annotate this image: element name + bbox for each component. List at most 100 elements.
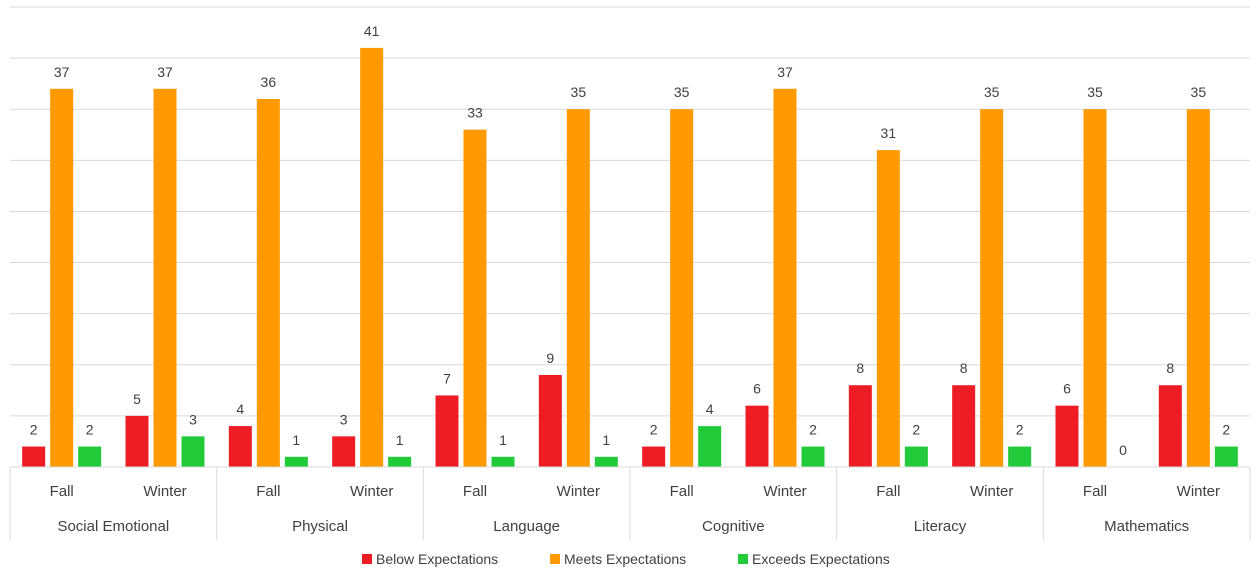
legend: Below Expectations Meets Expectations Exce… [362,551,890,567]
bar-exceeds-expectations-language-winter [594,456,618,467]
tick-label-language-winter: Winter [557,483,600,500]
data-label-exceeds-expectations-social-emotional-winter: 3 [189,411,197,427]
data-label-below-expectations-physical-winter: 3 [340,411,348,427]
bar-meets-expectations-physical-fall [256,99,280,467]
data-label-below-expectations-cognitive-fall: 2 [650,422,658,438]
data-label-below-expectations-social-emotional-fall: 2 [30,422,38,438]
data-label-exceeds-expectations-cognitive-fall: 4 [706,401,714,417]
bar-exceeds-expectations-physical-winter [388,456,412,467]
bar-exceeds-expectations-language-fall [491,456,515,467]
group-label-social-emotional: Social Emotional [57,518,169,535]
bar-meets-expectations-literacy-fall [876,150,900,467]
bar-meets-expectations-physical-winter [360,47,384,468]
data-label-exceeds-expectations-physical-winter: 1 [396,432,404,448]
group-label-mathematics: Mathematics [1104,518,1189,535]
bar-below-expectations-language-winter [538,375,562,467]
data-label-below-expectations-literacy-fall: 8 [856,360,864,376]
tick-label-cognitive-fall: Fall [670,483,694,500]
bar-below-expectations-mathematics-winter [1158,385,1182,467]
legend-swatch-below-expectations [362,554,372,564]
data-label-below-expectations-mathematics-winter: 8 [1166,360,1174,376]
data-label-meets-expectations-language-winter: 35 [571,84,587,100]
tick-label-social-emotional-fall: Fall [50,483,74,500]
tick-label-physical-winter: Winter [350,483,393,500]
data-label-exceeds-expectations-language-winter: 1 [602,432,610,448]
gridlines [10,6,1250,417]
bar-meets-expectations-social-emotional-winter [153,88,177,468]
data-label-exceeds-expectations-mathematics-winter: 2 [1222,422,1230,438]
bar-below-expectations-cognitive-fall [642,446,666,467]
tick-label-literacy-winter: Winter [970,483,1013,500]
data-label-exceeds-expectations-physical-fall: 1 [292,432,300,448]
tick-label-mathematics-winter: Winter [1177,483,1220,500]
tick-label-physical-fall: Fall [256,483,280,500]
bar-exceeds-expectations-mathematics-winter [1214,446,1238,467]
bar-exceeds-expectations-cognitive-fall [698,426,722,467]
data-label-meets-expectations-physical-winter: 41 [364,23,380,39]
legend-label-meets-expectations: Meets Expectations [564,551,686,567]
legend-swatch-meets-expectations [550,554,560,564]
bar-meets-expectations-literacy-winter [980,109,1004,467]
bar-exceeds-expectations-literacy-fall [904,446,928,467]
tick-label-literacy-fall: Fall [876,483,900,500]
bar-below-expectations-literacy-fall [848,385,872,467]
bar-exceeds-expectations-social-emotional-winter [181,436,205,467]
tick-label-mathematics-fall: Fall [1083,483,1107,500]
group-label-physical: Physical [292,518,348,535]
bar-exceeds-expectations-physical-fall [284,456,308,467]
data-label-exceeds-expectations-literacy-winter: 2 [1016,422,1024,438]
data-label-meets-expectations-physical-fall: 36 [261,74,277,90]
bar-meets-expectations-mathematics-winter [1186,109,1210,467]
bar-below-expectations-literacy-winter [952,385,976,467]
data-label-meets-expectations-cognitive-winter: 37 [777,64,793,80]
data-label-exceeds-expectations-literacy-fall: 2 [912,422,920,438]
bar-meets-expectations-mathematics-fall [1083,109,1107,467]
value-labels: 2 37 2 5 37 3 4 36 1 3 41 1 7 33 1 9 35 1 2 35 4 6 37 2 8 31 2 8 35 2… [30,23,1231,458]
bar-below-expectations-social-emotional-fall [22,446,46,467]
group-label-cognitive: Cognitive [702,518,765,535]
data-label-below-expectations-literacy-winter: 8 [960,360,968,376]
bars [22,47,1238,468]
data-label-below-expectations-physical-fall: 4 [236,401,244,417]
data-label-meets-expectations-social-emotional-fall: 37 [54,64,70,80]
legend-label-exceeds-expectations: Exceeds Expectations [752,551,890,567]
tick-label-language-fall: Fall [463,483,487,500]
bar-exceeds-expectations-cognitive-winter [801,446,825,467]
bar-meets-expectations-language-winter [566,109,590,467]
bar-below-expectations-language-fall [435,395,459,467]
data-label-meets-expectations-literacy-winter: 35 [984,84,1000,100]
data-label-meets-expectations-cognitive-fall: 35 [674,84,690,100]
legend-label-below-expectations: Below Expectations [376,551,498,567]
legend-swatch-exceeds-expectations [738,554,748,564]
data-label-meets-expectations-literacy-fall: 31 [881,125,897,141]
bar-meets-expectations-language-fall [463,129,487,467]
bar-below-expectations-physical-winter [332,436,356,467]
data-label-below-expectations-social-emotional-winter: 5 [133,391,141,407]
data-label-exceeds-expectations-cognitive-winter: 2 [809,422,817,438]
data-label-meets-expectations-language-fall: 33 [467,105,483,121]
data-label-meets-expectations-mathematics-winter: 35 [1191,84,1207,100]
data-label-below-expectations-mathematics-fall: 6 [1063,381,1071,397]
data-label-exceeds-expectations-language-fall: 1 [499,432,507,448]
data-label-meets-expectations-mathematics-fall: 35 [1087,84,1103,100]
bar-exceeds-expectations-social-emotional-fall [78,446,102,467]
bar-below-expectations-social-emotional-winter [125,415,149,467]
group-label-literacy: Literacy [914,518,967,535]
bar-exceeds-expectations-literacy-winter [1008,446,1032,467]
data-label-exceeds-expectations-social-emotional-fall: 2 [86,422,94,438]
data-label-exceeds-expectations-mathematics-fall: 0 [1119,442,1127,458]
group-label-language: Language [493,518,560,535]
data-label-below-expectations-cognitive-winter: 6 [753,381,761,397]
bar-meets-expectations-cognitive-fall [670,109,694,467]
bar-meets-expectations-social-emotional-fall [50,88,74,468]
tick-label-social-emotional-winter: Winter [143,483,186,500]
data-label-meets-expectations-social-emotional-winter: 37 [157,64,173,80]
tick-label-cognitive-winter: Winter [763,483,806,500]
bar-below-expectations-mathematics-fall [1055,405,1079,467]
bar-below-expectations-physical-fall [228,426,252,467]
category-axis: Fall Winter Fall Winter Fall Winter Fall Winter… [9,466,1251,540]
bar-meets-expectations-cognitive-winter [773,88,797,468]
data-label-below-expectations-language-fall: 7 [443,370,451,386]
bar-below-expectations-cognitive-winter [745,405,769,467]
